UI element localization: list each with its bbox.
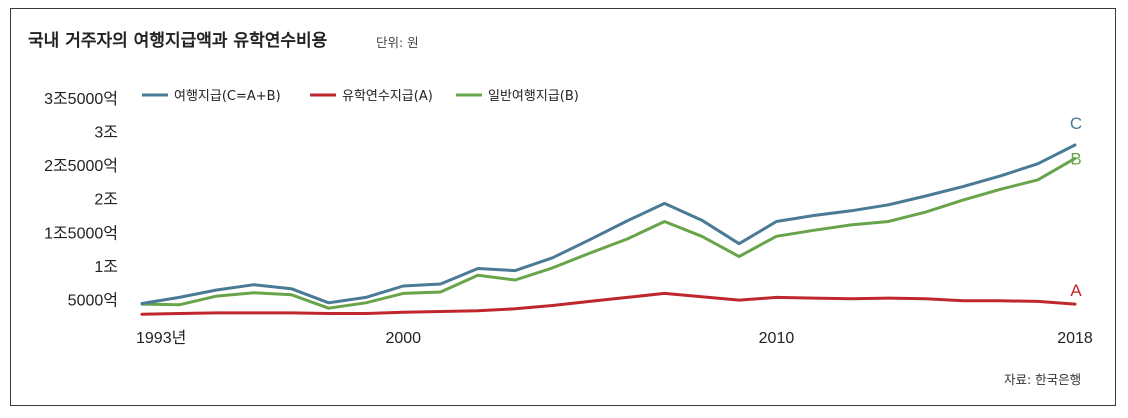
x-tick-label: 1993년 [136, 329, 186, 347]
chart-frame [10, 8, 1116, 406]
y-tick-label: 3조 [94, 125, 118, 142]
y-axis-ticks: 5000억 1조 1조5000억 2조 2조5000억 3조 3조5000억 [44, 90, 118, 309]
unit-label: 단위: 원 [376, 35, 419, 50]
y-tick-label: 1조5000억 [44, 224, 118, 242]
x-tick-label: 2000 [385, 330, 421, 347]
y-tick-label: 5000억 [68, 291, 118, 309]
legend: 여행지급(C=A+B) 유학연수지급(A) 일반여행지급(B) [142, 88, 579, 104]
legend-entry: 여행지급(C=A+B) [174, 88, 281, 104]
y-tick-label: 2조5000억 [44, 157, 118, 175]
y-tick-label: 3조5000억 [44, 90, 118, 108]
series-line [140, 291, 1077, 316]
x-tick-label: 2018 [1057, 330, 1093, 347]
series-line [140, 156, 1077, 310]
legend-entry: 유학연수지급(A) [342, 89, 433, 104]
series-lines [140, 143, 1077, 316]
y-tick-label: 2조 [94, 192, 118, 209]
x-axis-ticks: 1993년 2000 2010 2018 [136, 329, 1093, 347]
y-tick-label: 1조 [94, 259, 118, 276]
series-end-label: A [1070, 281, 1082, 300]
series-end-labels: C A B [1070, 114, 1082, 300]
chart-title: 국내 거주자의 여행지급액과 유학연수비용 [28, 31, 328, 51]
series-line [140, 143, 1077, 305]
series-end-label: B [1070, 149, 1081, 168]
source-note: 자료: 한국은행 [1004, 372, 1082, 387]
series-end-label: C [1070, 114, 1082, 133]
legend-entry: 일반여행지급(B) [488, 88, 579, 104]
x-tick-label: 2010 [759, 330, 795, 347]
